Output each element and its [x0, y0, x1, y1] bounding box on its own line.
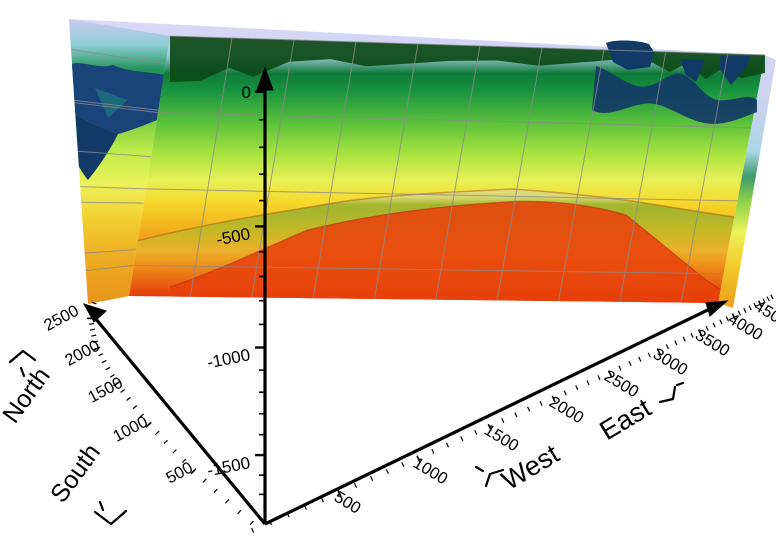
- svg-text:500: 500: [163, 459, 196, 488]
- svg-text:1500: 1500: [481, 421, 522, 455]
- svg-text:500: 500: [331, 488, 364, 518]
- svg-text:3500: 3500: [692, 326, 733, 360]
- svg-text:South: South: [45, 439, 106, 508]
- svg-text:0: 0: [242, 83, 251, 102]
- svg-text:2000: 2000: [62, 337, 103, 370]
- svg-text:1000: 1000: [410, 454, 451, 488]
- svg-text:-1500: -1500: [205, 453, 251, 480]
- svg-text:1500: 1500: [85, 374, 126, 407]
- svg-text:-1000: -1000: [205, 345, 251, 372]
- svg-text:East: East: [594, 392, 656, 446]
- svg-text:2000: 2000: [546, 393, 587, 427]
- svg-text:3000: 3000: [650, 345, 691, 379]
- svg-text:1000: 1000: [110, 413, 151, 446]
- svg-text:North: North: [0, 362, 56, 428]
- svg-text:2500: 2500: [41, 302, 82, 335]
